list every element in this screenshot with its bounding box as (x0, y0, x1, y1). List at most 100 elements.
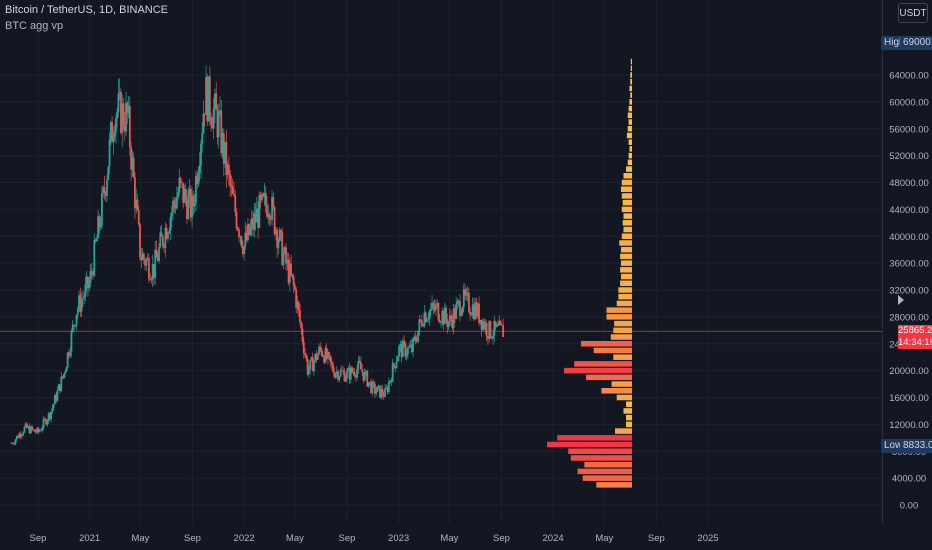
profile-bar (613, 327, 632, 334)
candle-body (318, 346, 320, 355)
candle-body (109, 122, 112, 140)
candle-body (490, 337, 493, 339)
candle-body (207, 76, 210, 122)
candle-body (142, 253, 145, 260)
candle-body (200, 143, 202, 166)
profile-bar (622, 220, 632, 226)
y-tick-label: 52000.00 (889, 151, 929, 162)
low-label: Low (881, 439, 906, 453)
candle-body (164, 228, 167, 248)
grid-lines (0, 0, 882, 524)
candle-body (125, 102, 127, 132)
candle-body (156, 257, 159, 261)
candle-body (296, 301, 299, 308)
profile-bar (628, 105, 632, 112)
candle-body (197, 173, 200, 185)
candle-body (319, 346, 322, 349)
profile-bar (574, 361, 632, 367)
candle-body (494, 320, 497, 328)
candle-body (360, 362, 362, 370)
candle-body (377, 385, 380, 387)
last-price-badge: 25865.29 14:34:19 (898, 325, 932, 349)
candle-body (399, 344, 402, 347)
candle-body (221, 133, 224, 154)
candle-body (147, 258, 150, 279)
candle-body (310, 357, 313, 361)
candle-body (493, 320, 496, 336)
candle-body (61, 376, 64, 378)
candle-body (59, 384, 61, 392)
candle-body (88, 282, 91, 289)
candle-body (116, 111, 119, 118)
candle-body (120, 91, 122, 133)
profile-bar (614, 320, 632, 327)
candle-body (43, 419, 46, 420)
candle-body (130, 147, 133, 170)
candle-body (241, 246, 244, 255)
candle-body (365, 370, 367, 372)
candle-body (460, 313, 463, 317)
candle-body (299, 310, 301, 323)
candle-body (175, 197, 178, 209)
candle-body (268, 213, 271, 220)
candle-body (98, 216, 101, 228)
candle-body (50, 411, 53, 420)
x-tick-label: May (440, 533, 458, 544)
currency-button[interactable]: USDT (898, 3, 928, 23)
candle-body (280, 229, 282, 232)
candle-body (70, 330, 73, 352)
candle-body (473, 304, 475, 320)
candle-body (234, 195, 237, 212)
profile-bar (618, 293, 632, 300)
candle-body (361, 369, 364, 373)
profile-bar (621, 206, 632, 213)
profile-bar (626, 166, 632, 172)
candle-body (357, 360, 360, 370)
candle-body (169, 217, 172, 232)
candle-body (172, 200, 174, 212)
x-tick-label: 2025 (697, 533, 718, 544)
profile-bar (620, 273, 632, 280)
candle-body (94, 239, 97, 242)
candle-body (37, 428, 40, 432)
candle-body (42, 419, 45, 428)
candle-body (446, 319, 449, 327)
profile-bar (568, 448, 632, 455)
candle-body (351, 367, 353, 373)
candle-body (62, 374, 65, 378)
candle-body (23, 426, 26, 433)
candle-body (309, 360, 312, 371)
candle-body (376, 386, 379, 392)
y-tick-label: 44000.00 (889, 205, 929, 216)
candle-body (267, 213, 270, 217)
profile-bar (582, 475, 632, 481)
candle-body (212, 108, 215, 129)
profile-bar (601, 388, 632, 394)
candle-body (258, 194, 261, 228)
candle-body (60, 376, 63, 392)
y-tick-label: 0.00 (900, 501, 919, 512)
candle-body (315, 353, 318, 360)
time-axis[interactable]: Sep 2021 May Sep 2022 May Sep 2023 May Sep 2024 May… (30, 533, 719, 544)
scroll-right-icon[interactable] (898, 295, 904, 305)
candle-body (64, 372, 66, 375)
candle-body (193, 203, 196, 206)
candle-body (160, 232, 163, 237)
candle-body (366, 370, 369, 387)
indicator-label[interactable]: BTC agg vp (5, 20, 64, 32)
candle-body (47, 413, 50, 421)
candle-body (323, 356, 326, 363)
candle-body (263, 192, 266, 197)
candle-body (405, 354, 408, 357)
profile-bar (577, 468, 632, 475)
candle-body (414, 336, 417, 341)
candle-body (206, 76, 209, 122)
candle-body (445, 307, 447, 320)
candle-body (433, 306, 436, 311)
candle-body (92, 271, 94, 276)
candle-body (141, 253, 144, 260)
candle-body (394, 366, 397, 369)
candle-body (481, 321, 484, 330)
profile-bar (618, 287, 632, 293)
